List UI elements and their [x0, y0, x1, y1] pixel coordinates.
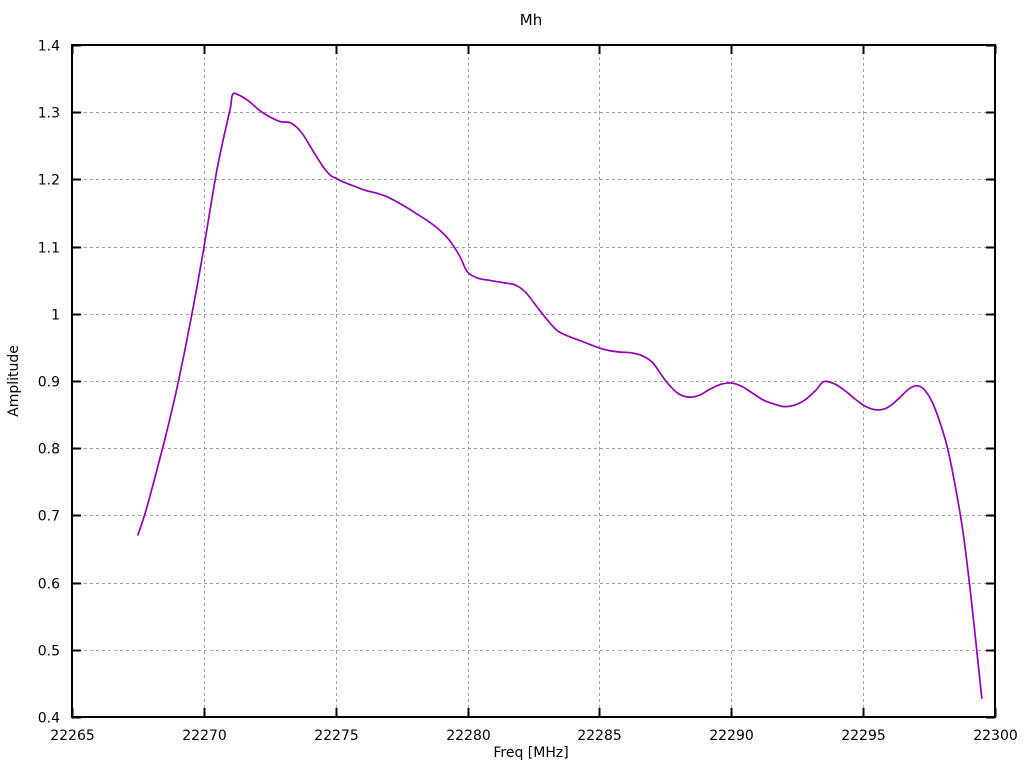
y-tick-label: 0.7 — [38, 509, 60, 525]
data-series — [137, 92, 983, 700]
y-axis-title: Amplitude — [6, 345, 22, 417]
x-tick-label: 22265 — [50, 728, 95, 744]
x-tick-label: 22300 — [973, 728, 1018, 744]
y-tick-label: 1 — [51, 308, 60, 324]
series-line-1 — [137, 92, 983, 700]
x-tick-label: 22295 — [841, 728, 886, 744]
x-tick-label: 22285 — [577, 728, 622, 744]
y-tick-label: 0.8 — [38, 442, 60, 458]
y-tick-label: 1.3 — [38, 106, 60, 122]
y-tick-label: 0.9 — [38, 375, 60, 391]
y-tick-label: 1.2 — [38, 173, 60, 189]
y-tick-label: 0.6 — [38, 577, 60, 593]
y-tick-label: 0.5 — [38, 644, 60, 660]
y-tick-label: 1.4 — [38, 39, 60, 55]
x-tick-label: 22290 — [709, 728, 754, 744]
y-tick-label: 1.1 — [38, 241, 60, 257]
grid-lines — [72, 45, 995, 717]
x-tick-label: 22270 — [182, 728, 227, 744]
x-tick-label: 22275 — [314, 728, 359, 744]
x-tick-label: 22280 — [446, 728, 491, 744]
chart-title: Mh — [520, 11, 542, 29]
axis-ticks — [71, 44, 997, 719]
y-axis-tick-labels: 0.4 0.5 0.6 0.7 0.8 0.9 1 1.1 1.2 1.3 1.4 — [38, 39, 60, 727]
x-axis-tick-labels: 22265 22270 22275 22280 22285 22290 22295 22300 — [50, 728, 1018, 744]
y-tick-label: 0.4 — [38, 711, 60, 727]
x-axis-title: Freq [MHz] — [493, 745, 568, 761]
